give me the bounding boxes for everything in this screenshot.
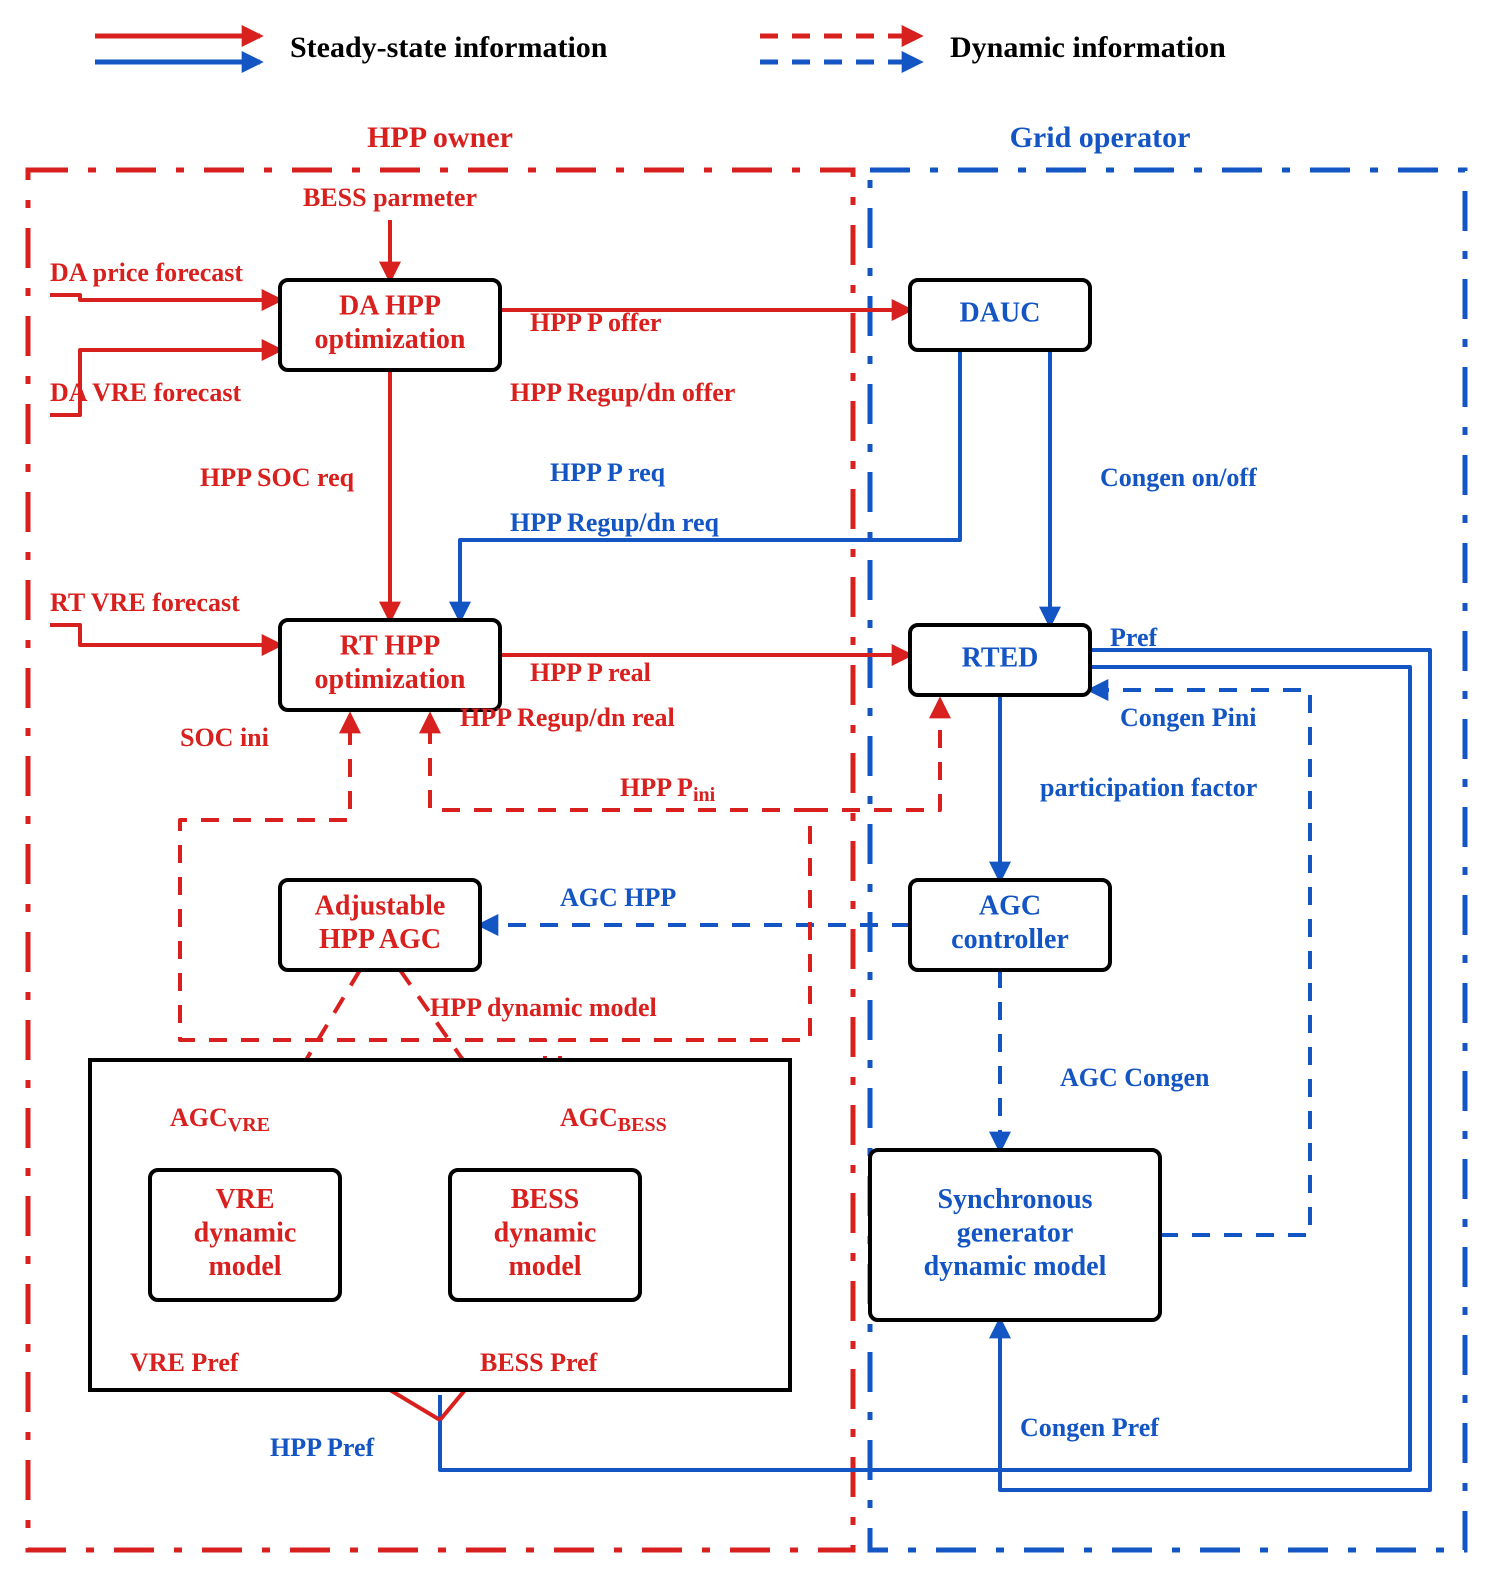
- label-congen_pini: Congen Pini: [1120, 703, 1257, 732]
- node-bess-line-1: dynamic: [494, 1217, 597, 1248]
- node-bess-line-0: BESS: [511, 1184, 580, 1215]
- region-hpp-title: HPP owner: [367, 121, 513, 154]
- edge-rt-vre-in: [50, 625, 280, 645]
- node-sync-line-2: dynamic model: [924, 1251, 1107, 1282]
- legend-steady-text: Steady-state information: [290, 31, 608, 64]
- node-agc_ctrl-line-1: controller: [951, 924, 1069, 955]
- label-hpp_reg_offer: HPP Regup/dn offer: [510, 378, 735, 407]
- label-vre_pref: VRE Pref: [130, 1348, 239, 1377]
- label-bess_param: BESS parmeter: [303, 183, 477, 212]
- legend-dyn-text: Dynamic information: [950, 31, 1226, 64]
- edge-hpp-pini-rted: [810, 700, 940, 810]
- label-hpp_reg_req: HPP Regup/dn req: [510, 508, 720, 537]
- label-soc_ini: SOC ini: [180, 723, 269, 752]
- node-rt_hpp-line-1: optimization: [315, 664, 466, 695]
- node-rt_hpp-line-0: RT HPP: [340, 631, 440, 662]
- label-hpp_pini: HPP Pini: [620, 773, 716, 806]
- node-da_hpp-line-1: optimization: [315, 324, 466, 355]
- label-pref_rted: Pref: [1110, 623, 1157, 652]
- label-hpp_pref: HPP Pref: [270, 1433, 375, 1462]
- node-vre-line-1: dynamic: [194, 1217, 297, 1248]
- node-rted-line-0: RTED: [962, 642, 1039, 673]
- label-bess_pref: BESS Pref: [480, 1348, 598, 1377]
- node-sync-line-1: generator: [957, 1217, 1074, 1248]
- node-agc_ctrl-line-0: AGC: [979, 891, 1041, 922]
- node-vre-line-2: model: [208, 1251, 281, 1282]
- node-vre-line-0: VRE: [215, 1184, 274, 1215]
- label-hpp_soc_req: HPP SOC req: [200, 463, 355, 492]
- label-part_factor: participation factor: [1040, 773, 1257, 802]
- node-hpp_agc-line-0: Adjustable: [315, 891, 446, 922]
- node-dauc-line-0: DAUC: [960, 297, 1041, 328]
- edge-da-price-in: [50, 295, 280, 300]
- label-da_vre: DA VRE forecast: [50, 378, 241, 407]
- label-hpp_p_real: HPP P real: [530, 658, 651, 687]
- label-agc_congen: AGC Congen: [1060, 1063, 1210, 1092]
- label-hpp_reg_real: HPP Regup/dn real: [460, 703, 675, 732]
- label-congen_onoff: Congen on/off: [1100, 463, 1257, 492]
- label-da_price: DA price forecast: [50, 258, 243, 287]
- node-bess-line-2: model: [508, 1251, 581, 1282]
- region-grid-title: Grid operator: [1010, 121, 1191, 154]
- label-hpp_p_req: HPP P req: [550, 458, 666, 487]
- label-hpp_p_offer: HPP P offer: [530, 308, 661, 337]
- label-congen_pref: Congen Pref: [1020, 1413, 1159, 1442]
- label-rt_vre: RT VRE forecast: [50, 588, 240, 617]
- node-sync-line-0: Synchronous: [937, 1184, 1092, 1215]
- label-agc_hpp: AGC HPP: [560, 883, 676, 912]
- node-hpp_agc-line-1: HPP AGC: [319, 924, 441, 955]
- node-da_hpp-line-0: DA HPP: [339, 291, 441, 322]
- label-hpp_dyn_model: HPP dynamic model: [430, 993, 657, 1022]
